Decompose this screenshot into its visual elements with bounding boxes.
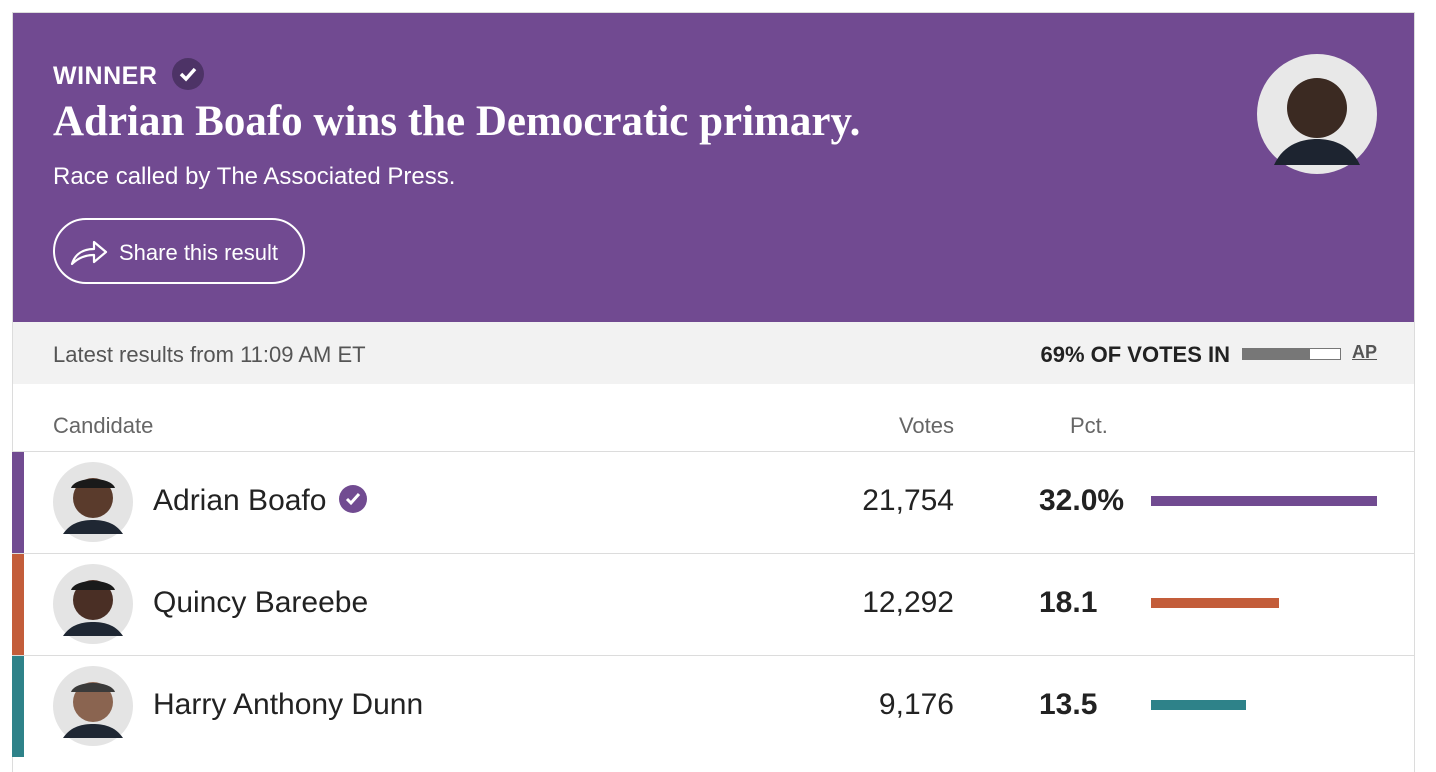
- votes: 12,292: [862, 586, 954, 619]
- column-header: Pct.: [1070, 413, 1108, 438]
- candidate-photo: [53, 666, 133, 751]
- candidate-row: Harry Anthony Dunn 9,176 13.5: [12, 655, 1414, 757]
- reporting-bar: [1242, 348, 1341, 360]
- results-card: WINNER Adrian Boafo wins the Democratic …: [12, 12, 1415, 772]
- candidate-row: Quincy Bareebe 12,292 18.1: [12, 553, 1414, 655]
- winner-text: WINNER: [53, 62, 158, 90]
- candidate-name: Adrian Boafo: [153, 484, 368, 518]
- winner-banner: WINNER Adrian Boafo wins the Democratic …: [13, 13, 1414, 322]
- votes: 21,754: [862, 484, 954, 517]
- photo-art: [53, 564, 133, 644]
- candidate-name: Quincy Bareebe: [153, 586, 368, 620]
- pct-bar: [1151, 496, 1377, 506]
- votes: 9,176: [878, 688, 954, 721]
- winner-label: WINNER: [53, 57, 205, 91]
- reporting-fill: [1243, 349, 1310, 359]
- share-text[interactable]: Share this result: [119, 240, 278, 265]
- candidate-name: Harry Anthony Dunn: [153, 688, 423, 722]
- share-button[interactable]: Share this result: [53, 218, 305, 284]
- pct: 32.0%: [1039, 484, 1125, 517]
- candidate-photo: [53, 462, 133, 547]
- column-header: Votes: [898, 413, 954, 438]
- check-icon: [171, 58, 204, 90]
- party-stripe: [12, 656, 24, 757]
- headline: Adrian Boafo wins the Democratic primary…: [53, 98, 861, 145]
- source-link[interactable]: AP: [1352, 342, 1378, 362]
- reporting-label: 69% OF VOTES IN: [1040, 342, 1231, 367]
- name-text: Harry Anthony Dunn: [153, 688, 424, 721]
- pct-bar: [1151, 598, 1279, 608]
- name-text: Adrian Boafo: [153, 484, 327, 517]
- pct: 13.5: [1039, 688, 1098, 721]
- column-header: Candidate: [53, 413, 154, 438]
- pct-bar: [1151, 700, 1247, 710]
- photo-art: [53, 666, 133, 746]
- party-stripe: [12, 452, 24, 553]
- candidate-row: Adrian Boafo 21,754 32.0%: [12, 451, 1414, 553]
- updated-time: Latest results from 11:09 AM ET: [53, 342, 366, 367]
- winner-check: [339, 485, 368, 513]
- status-bar: Latest results from 11:09 AM ET 69% OF V…: [13, 322, 1414, 384]
- party-stripe: [12, 554, 24, 655]
- name-text: Quincy Bareebe: [153, 586, 369, 619]
- photo-art: [53, 462, 133, 542]
- pct: 18.1: [1039, 586, 1098, 619]
- winner-photo: [1257, 54, 1377, 174]
- share-icon: [70, 240, 108, 266]
- subtitle: Race called by The Associated Press.: [53, 163, 456, 190]
- candidate-photo: [53, 564, 133, 649]
